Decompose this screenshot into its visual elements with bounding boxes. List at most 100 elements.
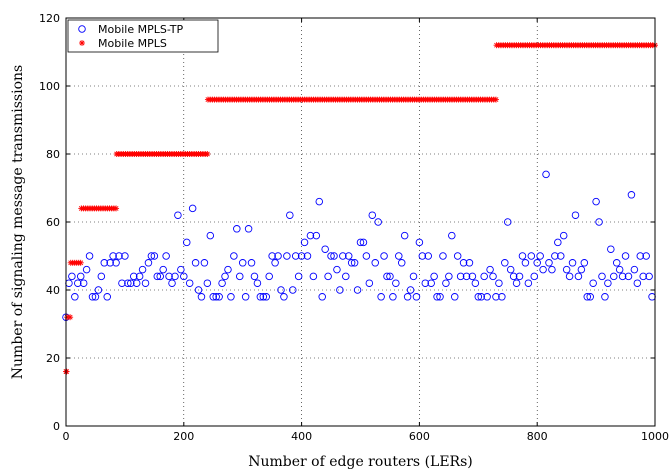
data-point-mpls-tp	[230, 252, 238, 260]
data-point-mpls-tp	[289, 286, 297, 294]
data-point-mpls-tp	[103, 293, 111, 301]
data-point-mpls	[113, 205, 120, 212]
data-point-mpls-tp	[362, 252, 371, 260]
data-point-mpls-tp	[409, 272, 418, 281]
data-point-mpls-tp	[627, 191, 636, 199]
data-point-mpls-tp	[238, 259, 247, 267]
data-point-mpls-tp	[618, 272, 627, 281]
data-point-mpls-tp	[610, 272, 618, 281]
data-point-mpls-tp	[371, 259, 379, 267]
data-point-mpls-tp	[350, 259, 359, 267]
data-point-mpls-tp	[389, 293, 397, 301]
data-point-mpls-tp	[453, 252, 462, 260]
data-point-mpls-tp	[153, 272, 162, 281]
data-point-mpls-tp	[342, 272, 350, 281]
data-point-mpls	[77, 259, 84, 266]
data-point-mpls-tp	[559, 231, 568, 240]
data-point-mpls-tp	[492, 293, 500, 301]
data-point-mpls-tp	[268, 252, 276, 260]
data-point-mpls-tp	[624, 272, 633, 281]
data-point-mpls-tp	[315, 197, 324, 206]
data-point-mpls-tp	[462, 272, 471, 281]
data-point-mpls-tp	[621, 252, 630, 260]
data-point-mpls-tp	[615, 265, 624, 274]
data-point-mpls-tp	[483, 293, 491, 301]
data-point-mpls-tp	[427, 279, 435, 287]
data-point-mpls-tp	[253, 279, 262, 287]
data-point-mpls-tp	[554, 238, 562, 247]
data-point-mpls-tp	[545, 259, 553, 267]
y-axis-label: Number of signaling message transmission…	[10, 65, 26, 379]
data-point-mpls-tp	[109, 252, 117, 260]
data-point-mpls-tp	[536, 252, 544, 260]
data-point-mpls-tp	[598, 272, 606, 281]
data-point-mpls-tp	[339, 252, 347, 260]
data-point-mpls-tp	[518, 252, 527, 260]
data-point-mpls-tp	[386, 272, 394, 281]
data-point-mpls-tp	[515, 272, 524, 281]
data-point-mpls-tp	[333, 265, 341, 274]
data-point-mpls-tp	[383, 272, 391, 281]
data-point-mpls-tp	[309, 272, 318, 281]
data-point-mpls	[67, 314, 74, 321]
y-tick-label: 20	[46, 352, 60, 365]
data-point-mpls-tp	[124, 279, 132, 287]
data-point-mpls-tp	[612, 259, 621, 267]
data-point-mpls-tp	[324, 272, 332, 281]
data-point-mpls-tp	[477, 293, 485, 301]
y-tick-label: 100	[39, 80, 60, 93]
data-point-mpls-tp	[415, 238, 424, 247]
data-point-mpls-tp	[138, 265, 147, 274]
y-tick-label: 0	[53, 420, 60, 433]
data-point-mpls-tp	[185, 279, 194, 287]
data-point-mpls-tp	[265, 272, 273, 281]
data-point-mpls-tp	[171, 272, 179, 281]
data-point-mpls-tp	[112, 259, 120, 267]
data-point-mpls-tp	[236, 272, 244, 281]
data-point-mpls-tp	[506, 265, 515, 274]
data-point-mpls-tp	[141, 279, 150, 287]
data-point-mpls-tp	[283, 252, 291, 260]
data-point-mpls-tp	[294, 272, 303, 281]
data-point-mpls-tp	[85, 252, 94, 260]
data-point-mpls-tp	[250, 272, 259, 281]
data-point-mpls-tp	[365, 279, 374, 287]
data-point-mpls-tp	[495, 279, 503, 287]
data-point-mpls-tp	[227, 293, 235, 301]
data-point-mpls-tp	[392, 279, 400, 287]
data-point-mpls-tp	[297, 252, 306, 260]
data-point-mpls-tp	[512, 279, 521, 287]
data-point-mpls-tp	[347, 259, 356, 267]
ticks: 0 200 400 600 800 1000 0 20 40 60 80 100 120	[39, 12, 669, 443]
x-tick-label: 0	[63, 430, 70, 443]
data-point-mpls-tp	[433, 293, 441, 301]
x-tick-label: 400	[291, 430, 312, 443]
data-point-mpls-tp	[97, 272, 106, 281]
data-point-mpls-tp	[303, 252, 312, 260]
y-tick-label: 40	[46, 284, 60, 297]
data-point-mpls-tp	[127, 279, 135, 287]
data-point-mpls-tp	[359, 238, 368, 247]
data-point-mpls-tp	[159, 265, 167, 274]
data-point-mpls-tp	[580, 259, 589, 267]
data-point-mpls-tp	[436, 293, 444, 301]
series-mobile-mpls	[63, 42, 658, 375]
data-point-mpls-tp	[586, 293, 594, 301]
data-point-mpls-tp	[607, 245, 615, 253]
data-point-mpls-tp	[76, 272, 85, 281]
data-point-mpls-tp	[486, 265, 494, 274]
data-point-mpls-tp	[162, 252, 170, 260]
data-point-mpls-tp	[397, 259, 406, 267]
data-point-mpls-tp	[498, 293, 506, 301]
x-tick-label: 1000	[641, 430, 669, 443]
data-point-mpls	[492, 96, 499, 103]
data-point-mpls-tp	[197, 293, 206, 301]
legend-box	[67, 19, 219, 53]
legend-marker-mobile-mpls	[79, 40, 85, 46]
data-point-mpls-tp	[551, 252, 559, 260]
data-point-mpls-tp	[150, 252, 159, 260]
data-point-mpls-tp	[421, 279, 430, 287]
data-point-mpls-tp	[118, 279, 126, 287]
data-point-mpls-tp	[174, 211, 182, 219]
